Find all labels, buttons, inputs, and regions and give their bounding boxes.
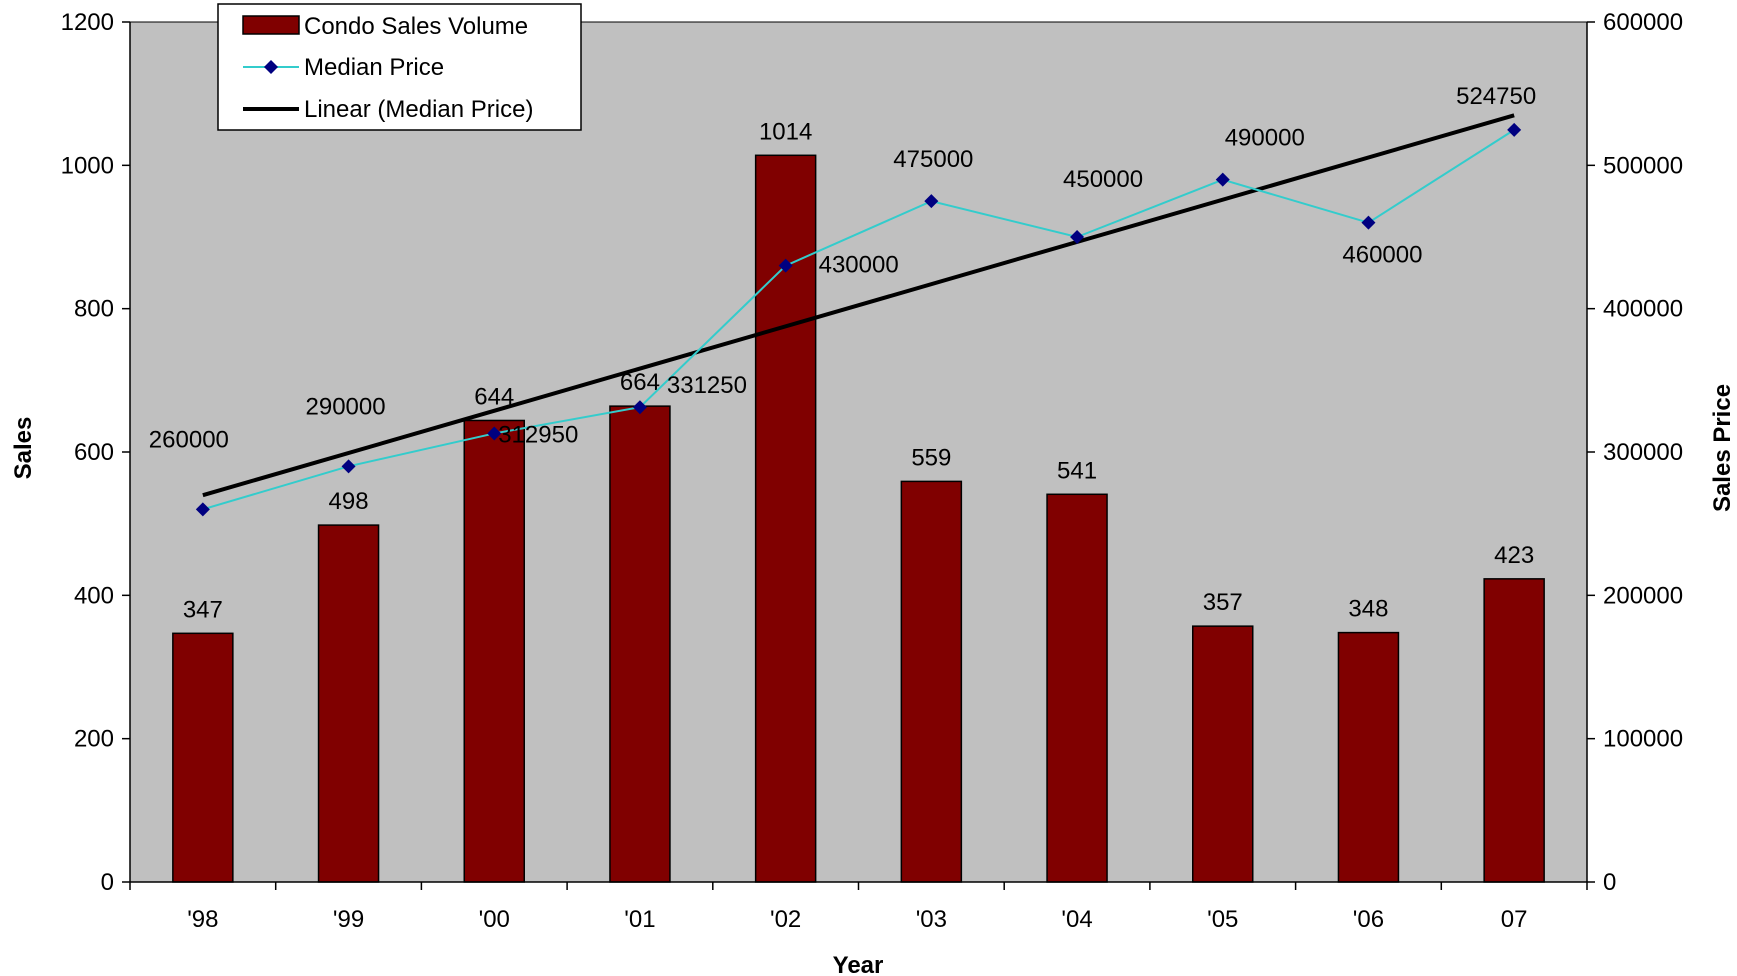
y-tick-label-5: 1000 — [61, 152, 114, 179]
price-point-0 — [195, 502, 210, 517]
bar-6 — [1046, 493, 1108, 883]
price-point-4 — [778, 258, 793, 273]
x-tick-label-4: '02 — [770, 906, 801, 933]
bar-2 — [463, 419, 525, 883]
y2-tick-label-4: 400000 — [1603, 296, 1683, 323]
y-tick-label-4: 800 — [74, 296, 114, 323]
price-label-3: 331250 — [667, 372, 747, 399]
bar-label-1: 498 — [329, 488, 369, 515]
bar-7 — [1192, 625, 1254, 883]
price-point-5 — [924, 194, 939, 209]
x-tick-label-8: '06 — [1353, 906, 1384, 933]
legend: Condo Sales Volume Median Price Linear (… — [217, 3, 582, 131]
y-tick-label-3: 600 — [74, 439, 114, 466]
y2-tick-label-0: 0 — [1603, 869, 1616, 896]
bar-label-7: 357 — [1203, 589, 1243, 616]
price-label-0: 260000 — [149, 426, 229, 453]
x-tick-label-7: '05 — [1207, 906, 1238, 933]
price-point-6 — [1070, 230, 1085, 244]
x-tick-label-2: '00 — [479, 906, 510, 933]
trendline-series — [202, 113, 1515, 498]
y-tick-label-2: 400 — [74, 582, 114, 609]
price-label-2: 312950 — [498, 421, 578, 448]
x-axis-title: Year — [833, 952, 884, 976]
bar-8 — [1337, 631, 1400, 883]
legend-label-line: Median Price — [304, 54, 444, 81]
bar-5 — [900, 480, 963, 883]
price-label-7: 490000 — [1225, 125, 1305, 152]
y2-tick-label-5: 500000 — [1603, 152, 1683, 179]
x-tick-label-5: '03 — [916, 906, 947, 933]
bar-label-6: 541 — [1057, 457, 1097, 484]
x-axis-ticks: '98 '99 '00 '01 '02 '03 '04 '05 '06 07 — [129, 882, 1588, 933]
bar-9 — [1483, 578, 1545, 883]
x-tick-label-1: '99 — [333, 906, 364, 933]
bar-label-9: 423 — [1494, 542, 1534, 569]
y-axis-ticks: 0 200 400 600 800 1000 1200 — [61, 9, 130, 896]
price-label-6: 450000 — [1063, 166, 1143, 193]
bar-3 — [609, 405, 671, 883]
bar-label-5: 559 — [911, 444, 951, 471]
bar-label-4: 1014 — [759, 118, 812, 145]
y2-axis-title: Sales Price — [1709, 384, 1736, 512]
legend-label-bar: Condo Sales Volume — [304, 13, 528, 40]
price-point-3 — [632, 400, 647, 415]
bar-1 — [317, 524, 380, 883]
y2-tick-label-3: 300000 — [1603, 439, 1683, 466]
price-data-labels: 260000 290000 312950 331250 430000 475000 4500… — [149, 83, 1536, 453]
x-tick-label-9: 07 — [1501, 906, 1528, 933]
legend-diamond-icon — [264, 60, 278, 74]
price-point-7 — [1215, 172, 1230, 187]
price-point-8 — [1361, 215, 1376, 230]
y-tick-label-1: 200 — [74, 726, 114, 753]
y2-tick-label-6: 600000 — [1603, 9, 1683, 36]
median-price-series — [195, 122, 1522, 517]
price-label-9: 524750 — [1456, 83, 1536, 110]
x-tick-label-0: '98 — [187, 906, 218, 933]
price-label-4: 430000 — [819, 252, 899, 279]
price-point-9 — [1507, 122, 1522, 137]
price-label-8: 460000 — [1342, 242, 1422, 269]
bar-label-8: 348 — [1348, 596, 1388, 623]
bar-4 — [754, 154, 817, 883]
trendline — [202, 113, 1515, 498]
y-tick-label-6: 1200 — [61, 9, 114, 36]
y-tick-label-0: 0 — [101, 869, 114, 896]
bar-series — [172, 154, 1545, 883]
x-tick-label-3: '01 — [624, 906, 655, 933]
price-point-1 — [341, 459, 356, 474]
x-tick-label-6: '04 — [1061, 906, 1092, 933]
legend-label-trend: Linear (Median Price) — [304, 96, 533, 123]
price-label-1: 290000 — [306, 393, 386, 420]
price-point-2 — [487, 426, 502, 441]
y2-tick-label-1: 100000 — [1603, 726, 1683, 753]
y2-tick-label-2: 200000 — [1603, 582, 1683, 609]
bar-label-0: 347 — [183, 596, 223, 623]
y-axis-title: Sales — [10, 417, 37, 480]
bar-0 — [172, 632, 234, 883]
price-label-5: 475000 — [893, 146, 973, 173]
legend-swatch-bar — [242, 15, 300, 35]
y2-axis-ticks: 0 100000 200000 300000 400000 500000 600000 — [1587, 9, 1683, 896]
median-price-line — [202, 129, 1515, 511]
